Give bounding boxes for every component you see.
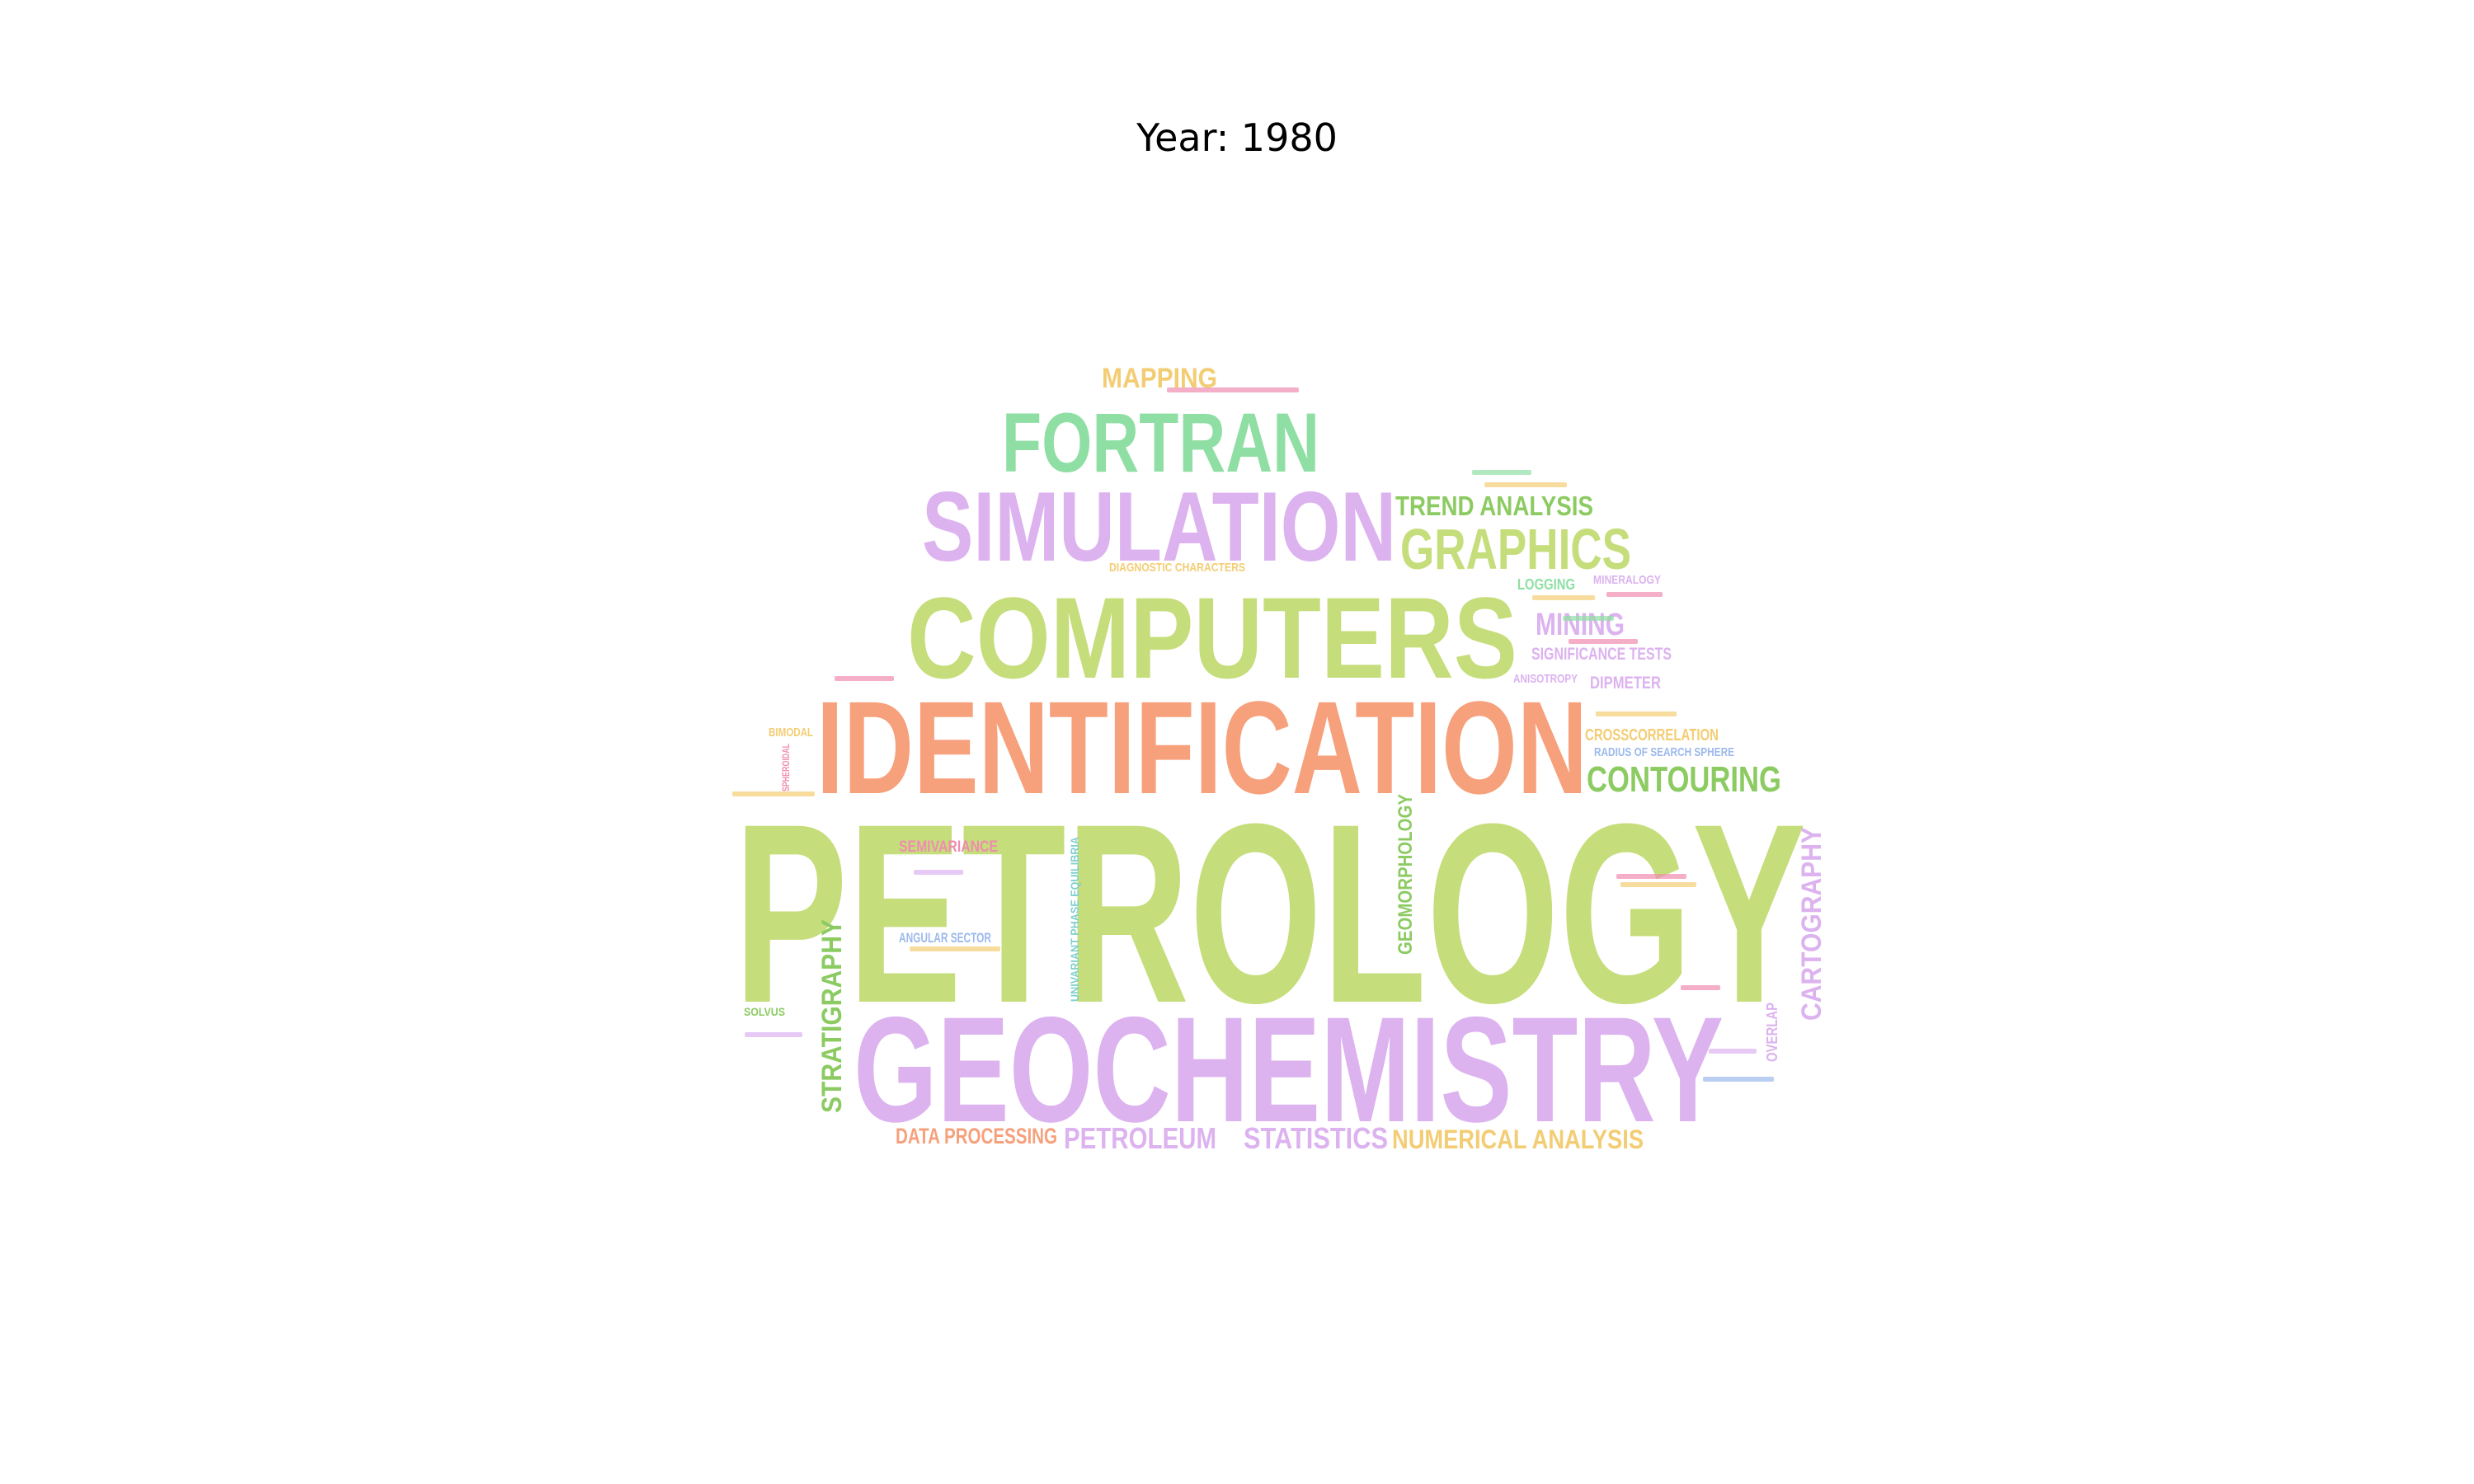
cloud-tiny-word — [1167, 387, 1299, 392]
cloud-word-statistics: STATISTICS — [1244, 1121, 1388, 1155]
cloud-word-dipmeter: DIPMETER — [1590, 674, 1661, 693]
cloud-tiny-word — [1563, 616, 1614, 621]
cloud-tiny-word — [1616, 874, 1686, 879]
cloud-word-identification: IDENTIFICATION — [816, 674, 1587, 821]
cloud-word-logging: LOGGING — [1517, 576, 1575, 593]
cloud-tiny-word — [1484, 482, 1567, 487]
cloud-tiny-word — [745, 1032, 802, 1037]
cloud-tiny-word — [1532, 595, 1595, 600]
cloud-word-crosscorrelation: CROSSCORRELATION — [1585, 726, 1719, 744]
cloud-tiny-word — [835, 676, 894, 681]
cloud-word-diagnostic-characters: DIAGNOSTIC CHARACTERS — [1109, 561, 1245, 575]
cloud-tiny-word — [914, 870, 963, 875]
cloud-word-computers: COMPUTERS — [907, 573, 1517, 702]
cloud-word-numerical-analysis: NUMERICAL ANALYSIS — [1392, 1125, 1644, 1154]
page-title: Year: 1980 — [1136, 115, 1338, 160]
cloud-word-simulation: SIMULATION — [922, 472, 1396, 582]
cloud-word-data-processing: DATA PROCESSING — [896, 1124, 1057, 1148]
cloud-word-bimodal: BIMODAL — [769, 726, 813, 740]
cloud-word-stratigraphy: STRATIGRAPHY — [816, 919, 848, 1113]
word-cloud-tiny-words — [732, 387, 1774, 1082]
cloud-word-geomorphology: GEOMORPHOLOGY — [1395, 794, 1417, 955]
cloud-tiny-word — [1569, 639, 1638, 644]
cloud-word-univariant-phase-equilibria: UNIVARIANT PHASE EQUILIBRIA — [1068, 837, 1081, 1002]
cloud-word-spheroidal: SPHEROIDAL — [780, 744, 792, 791]
cloud-word-geochemistry: GEOCHEMISTRY — [854, 985, 1724, 1153]
cloud-word-cartography: CARTOGRAPHY — [1796, 827, 1827, 1021]
cloud-word-graphics: GRAPHICS — [1400, 517, 1631, 581]
cloud-tiny-word — [1472, 470, 1531, 475]
cloud-word-anisotropy: ANISOTROPY — [1513, 672, 1578, 686]
cloud-tiny-word — [1681, 985, 1720, 990]
cloud-word-significance-tests: SIGNIFICANCE TESTS — [1531, 645, 1672, 664]
cloud-word-angular-sector: ANGULAR SECTOR — [899, 930, 991, 946]
cloud-tiny-word — [1596, 711, 1677, 716]
cloud-word-overlap: OVERLAP — [1764, 1003, 1780, 1062]
cloud-word-contouring: CONTOURING — [1587, 759, 1781, 800]
cloud-tiny-word — [1606, 592, 1663, 597]
cloud-tiny-word — [910, 946, 1000, 951]
cloud-tiny-word — [1703, 1077, 1774, 1082]
cloud-word-solvus: SOLVUS — [744, 1005, 785, 1018]
cloud-word-mineralogy: MINERALOGY — [1593, 573, 1661, 587]
cloud-tiny-word — [1709, 1049, 1757, 1054]
cloud-word-fortran: FORTRAN — [1002, 396, 1319, 490]
cloud-word-trend-analysis: TREND ANALYSIS — [1395, 491, 1593, 521]
cloud-word-mining: MINING — [1536, 608, 1625, 642]
cloud-tiny-word — [732, 791, 815, 796]
cloud-word-petrology: PETROLOGY — [734, 770, 1806, 1056]
cloud-tiny-word — [1620, 882, 1696, 887]
cloud-word-radius-of-search-sphere: RADIUS OF SEARCH SPHERE — [1594, 745, 1734, 759]
cloud-word-petroleum: PETROLEUM — [1064, 1121, 1216, 1155]
cloud-word-semivariance: SEMIVARIANCE — [899, 838, 998, 856]
